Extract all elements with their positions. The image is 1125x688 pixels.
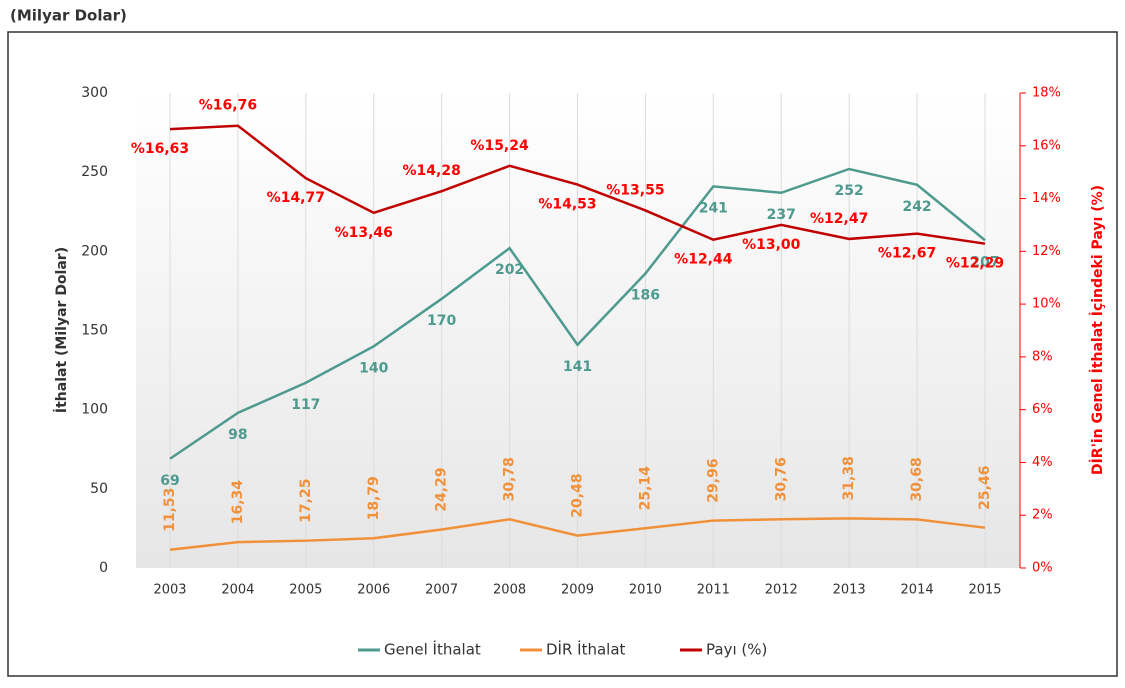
data-label: %13,00	[742, 237, 801, 253]
data-label: 24,29	[434, 467, 450, 511]
data-label: 117	[291, 397, 320, 413]
data-label: %14,28	[403, 163, 461, 179]
data-label: 11,53	[162, 488, 178, 532]
y-tick-label: 100	[81, 402, 108, 418]
data-label: 207	[970, 254, 999, 270]
data-label: 18,79	[366, 476, 382, 520]
data-label: 31,38	[841, 456, 857, 500]
y-tick-label: 300	[81, 85, 108, 101]
data-label: %15,24	[470, 138, 529, 154]
legend-label: Genel İthalat	[384, 640, 481, 659]
x-tick-label: 2013	[833, 583, 866, 598]
data-label: %16,76	[199, 98, 257, 114]
data-label: 242	[902, 199, 931, 215]
x-tick-label: 2003	[153, 583, 186, 598]
x-tick-label: 2006	[357, 583, 390, 598]
data-label: %14,77	[267, 190, 325, 206]
data-label: 241	[699, 200, 728, 216]
x-tick-label: 2005	[289, 583, 322, 598]
data-label: 29,96	[705, 458, 721, 502]
series-line	[169, 167, 986, 460]
x-tick-label: 2008	[493, 583, 526, 598]
y-tick-label: 150	[81, 323, 108, 339]
x-tick-label: 2012	[765, 583, 798, 598]
x-tick-label: 2004	[221, 583, 254, 598]
y2-tick-label: 10%	[1032, 297, 1061, 312]
data-label: %14,53	[538, 197, 596, 213]
y2-tick-label: 2%	[1032, 508, 1053, 523]
y2-tick-label: 14%	[1032, 191, 1061, 206]
y-tick-label: 200	[81, 243, 108, 259]
y2-tick-label: 16%	[1032, 138, 1061, 153]
data-label: 186	[631, 288, 660, 304]
x-tick-label: 2011	[697, 583, 730, 598]
data-label: 30,78	[502, 457, 518, 501]
data-label: %16,63	[131, 141, 189, 157]
data-label: %12,29	[946, 256, 1004, 272]
series-line	[169, 124, 986, 245]
plot-layer: 2003 2004 2005 2006 2007 2008 2009 2010 2011 2012…	[81, 85, 1061, 659]
y-tick-label: 0	[99, 560, 108, 576]
data-label: 202	[495, 262, 524, 278]
data-label: %12,67	[878, 246, 936, 262]
legend-label: Payı (%)	[706, 641, 767, 659]
chart-title: (Milyar Dolar)	[10, 7, 127, 25]
y2-tick-label: 8%	[1032, 349, 1053, 364]
data-label: 252	[835, 183, 864, 199]
x-tick-label: 2010	[629, 583, 662, 598]
legend-label: DİR İthalat	[546, 640, 626, 659]
x-tick-label: 2009	[561, 583, 594, 598]
y2-tick-label: 18%	[1032, 86, 1061, 101]
y2-tick-label: 0%	[1032, 561, 1053, 576]
data-label: %12,47	[810, 211, 868, 227]
y2-axis-label: DİR'in Genel İthalat İçindeki Payı (%)	[1089, 185, 1106, 475]
y2-tick-label: 4%	[1032, 455, 1053, 470]
data-label: 141	[563, 359, 592, 375]
data-label: 30,76	[773, 457, 789, 501]
x-tick-label: 2007	[425, 583, 458, 598]
data-label: 170	[427, 313, 456, 329]
y-axis-label: İthalat (Milyar Dolar)	[53, 247, 70, 413]
y2-tick-label: 6%	[1032, 402, 1053, 417]
x-tick-label: 2015	[968, 583, 1001, 598]
data-label: 16,34	[230, 480, 246, 525]
y-tick-label: 50	[90, 481, 108, 497]
y-tick-label: 250	[81, 164, 108, 180]
data-label: %13,46	[335, 225, 393, 241]
data-label: 30,68	[909, 457, 925, 501]
data-label: 140	[359, 360, 388, 376]
data-label: %13,55	[606, 182, 664, 198]
data-label: 69	[160, 473, 179, 489]
data-label: %12,44	[674, 252, 733, 268]
data-label: 237	[767, 207, 796, 223]
x-tick-label: 2014	[901, 583, 934, 598]
data-label: 17,25	[298, 479, 314, 523]
data-label: 98	[228, 427, 247, 443]
data-label: 20,48	[570, 473, 586, 517]
data-label: 25,46	[977, 466, 993, 510]
data-label: 25,14	[637, 466, 653, 511]
series-line	[169, 517, 986, 551]
y2-tick-label: 12%	[1032, 244, 1061, 259]
